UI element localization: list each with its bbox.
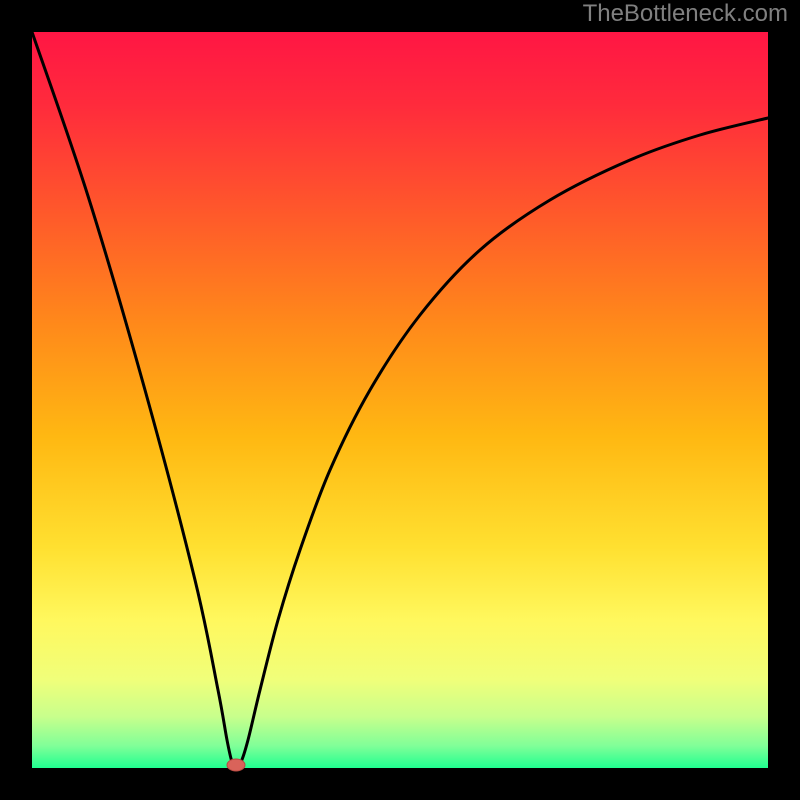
bottleneck-chart [0, 0, 800, 800]
watermark-text: TheBottleneck.com [583, 0, 788, 28]
optimal-point-marker [227, 759, 245, 771]
plot-gradient-area [32, 32, 768, 768]
chart-container: TheBottleneck.com [0, 0, 800, 800]
